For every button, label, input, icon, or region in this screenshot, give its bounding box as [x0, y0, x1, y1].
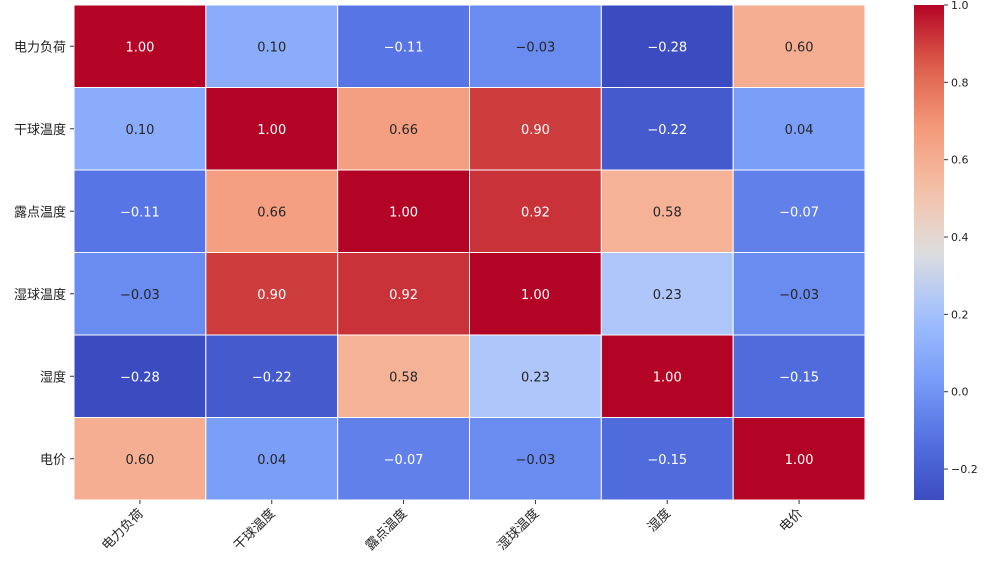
cell-value-label: 0.23	[653, 288, 682, 303]
cell-value-label: 0.04	[257, 453, 286, 468]
colorbar-tick-label: 0.2	[951, 308, 969, 321]
cell-value-label: −0.03	[515, 40, 555, 55]
heatmap-cell	[73, 334, 207, 418]
colorbar-tick-label: 1.0	[951, 0, 969, 12]
heatmap-cell	[205, 4, 339, 88]
cell-value-label: −0.11	[384, 40, 424, 55]
heatmap-cell	[469, 169, 602, 253]
x-tick-label: 电价	[777, 506, 806, 535]
heatmap-cell	[469, 87, 602, 171]
y-tick-label: 电价	[40, 453, 66, 468]
x-tick-label: 干球温度	[230, 506, 278, 554]
heatmap-cell	[600, 417, 734, 501]
x-axis-labels: 电力负荷 干球温度 露点温度 湿球温度 湿度 电价	[99, 500, 806, 554]
heatmap-cell	[337, 252, 470, 336]
colorbar	[914, 5, 944, 500]
heatmap-cell	[337, 334, 470, 418]
cell-value-label: 0.58	[389, 370, 418, 385]
cell-value-label: 1.00	[785, 453, 814, 468]
cell-value-label: −0.28	[647, 40, 687, 55]
cell-value-label: −0.03	[515, 453, 555, 468]
heatmap-cell	[600, 4, 734, 88]
heatmap-cell	[732, 87, 866, 171]
cell-value-label: 0.23	[521, 370, 550, 385]
x-tick-label: 湿度	[644, 506, 674, 536]
cell-value-label: 0.04	[785, 123, 814, 138]
colorbar-tick-label: 0.8	[951, 76, 969, 89]
y-tick-label: 湿球温度	[14, 287, 66, 303]
x-tick-label: 湿球温度	[494, 506, 542, 554]
cell-value-label: 1.00	[653, 370, 682, 385]
heatmap-cell	[337, 4, 470, 88]
cell-value-label: 1.00	[521, 288, 550, 303]
heatmap-cell	[73, 4, 207, 88]
heatmap-cell	[205, 169, 339, 253]
heatmap-cell	[732, 417, 866, 501]
colorbar-tick-label: 0.0	[951, 386, 969, 399]
heatmap-cell	[600, 252, 734, 336]
heatmap-cell	[732, 252, 866, 336]
cell-value-label: 0.60	[125, 453, 154, 468]
heatmap-cell	[205, 87, 339, 171]
cell-value-label: −0.03	[120, 288, 160, 303]
cell-value-label: −0.03	[779, 288, 819, 303]
heatmap-cell	[73, 252, 207, 336]
cell-value-label: 0.10	[257, 40, 286, 55]
cell-value-label: 0.90	[257, 288, 286, 303]
cell-value-label: −0.15	[779, 370, 819, 385]
cell-value-label: 0.58	[653, 205, 682, 220]
y-tick-label: 露点温度	[14, 204, 66, 220]
cell-value-label: −0.15	[647, 453, 687, 468]
x-tick-label: 露点温度	[362, 506, 410, 554]
y-tick-label: 电力负荷	[14, 40, 66, 55]
cell-value-label: 0.92	[389, 288, 418, 303]
cell-value-label: 1.00	[257, 123, 286, 138]
cell-value-label: 0.10	[125, 123, 154, 138]
cell-value-label: −0.07	[779, 205, 819, 220]
heatmap-cell	[469, 4, 602, 88]
heatmap-cell	[73, 169, 207, 253]
heatmap-cell	[732, 334, 866, 418]
heatmap-cell	[732, 169, 866, 253]
heatmap-cell	[469, 252, 602, 336]
colorbar-tick-label: 0.4	[951, 231, 969, 244]
cell-value-label: −0.28	[120, 370, 160, 385]
heatmap-cell	[732, 4, 866, 88]
cell-value-label: 1.00	[125, 40, 154, 55]
x-tick-label: 电力负荷	[99, 506, 146, 553]
cell-value-label: −0.22	[252, 370, 292, 385]
heatmap-cell	[600, 334, 734, 418]
colorbar-ticks: 1.0 0.8 0.6 0.4 0.2 0.0 −0.2	[944, 0, 978, 476]
cell-value-label: 0.66	[257, 205, 286, 220]
heatmap-cell	[73, 417, 207, 501]
colorbar-tick-label: 0.6	[951, 154, 969, 167]
heatmap-cells: 1.00 0.10 −0.11 −0.03 −0.28 0.60 0.10 1.00 0.66 0…	[73, 4, 866, 501]
cell-value-label: −0.22	[647, 123, 687, 138]
cell-value-label: 0.92	[521, 205, 550, 220]
y-tick-label: 湿度	[40, 369, 66, 385]
cell-value-label: 1.00	[389, 205, 418, 220]
cell-value-label: −0.07	[384, 453, 424, 468]
heatmap-cell	[205, 252, 339, 336]
cell-value-label: 0.90	[521, 123, 550, 138]
heatmap-cell	[600, 169, 734, 253]
colorbar-tick-label: −0.2	[951, 463, 978, 476]
y-tick-label: 干球温度	[14, 122, 66, 138]
cell-value-label: −0.11	[120, 205, 160, 220]
heatmap-cell	[469, 334, 602, 418]
heatmap-cell	[337, 169, 470, 253]
cell-value-label: 0.60	[785, 40, 814, 55]
cell-value-label: 0.66	[389, 123, 418, 138]
